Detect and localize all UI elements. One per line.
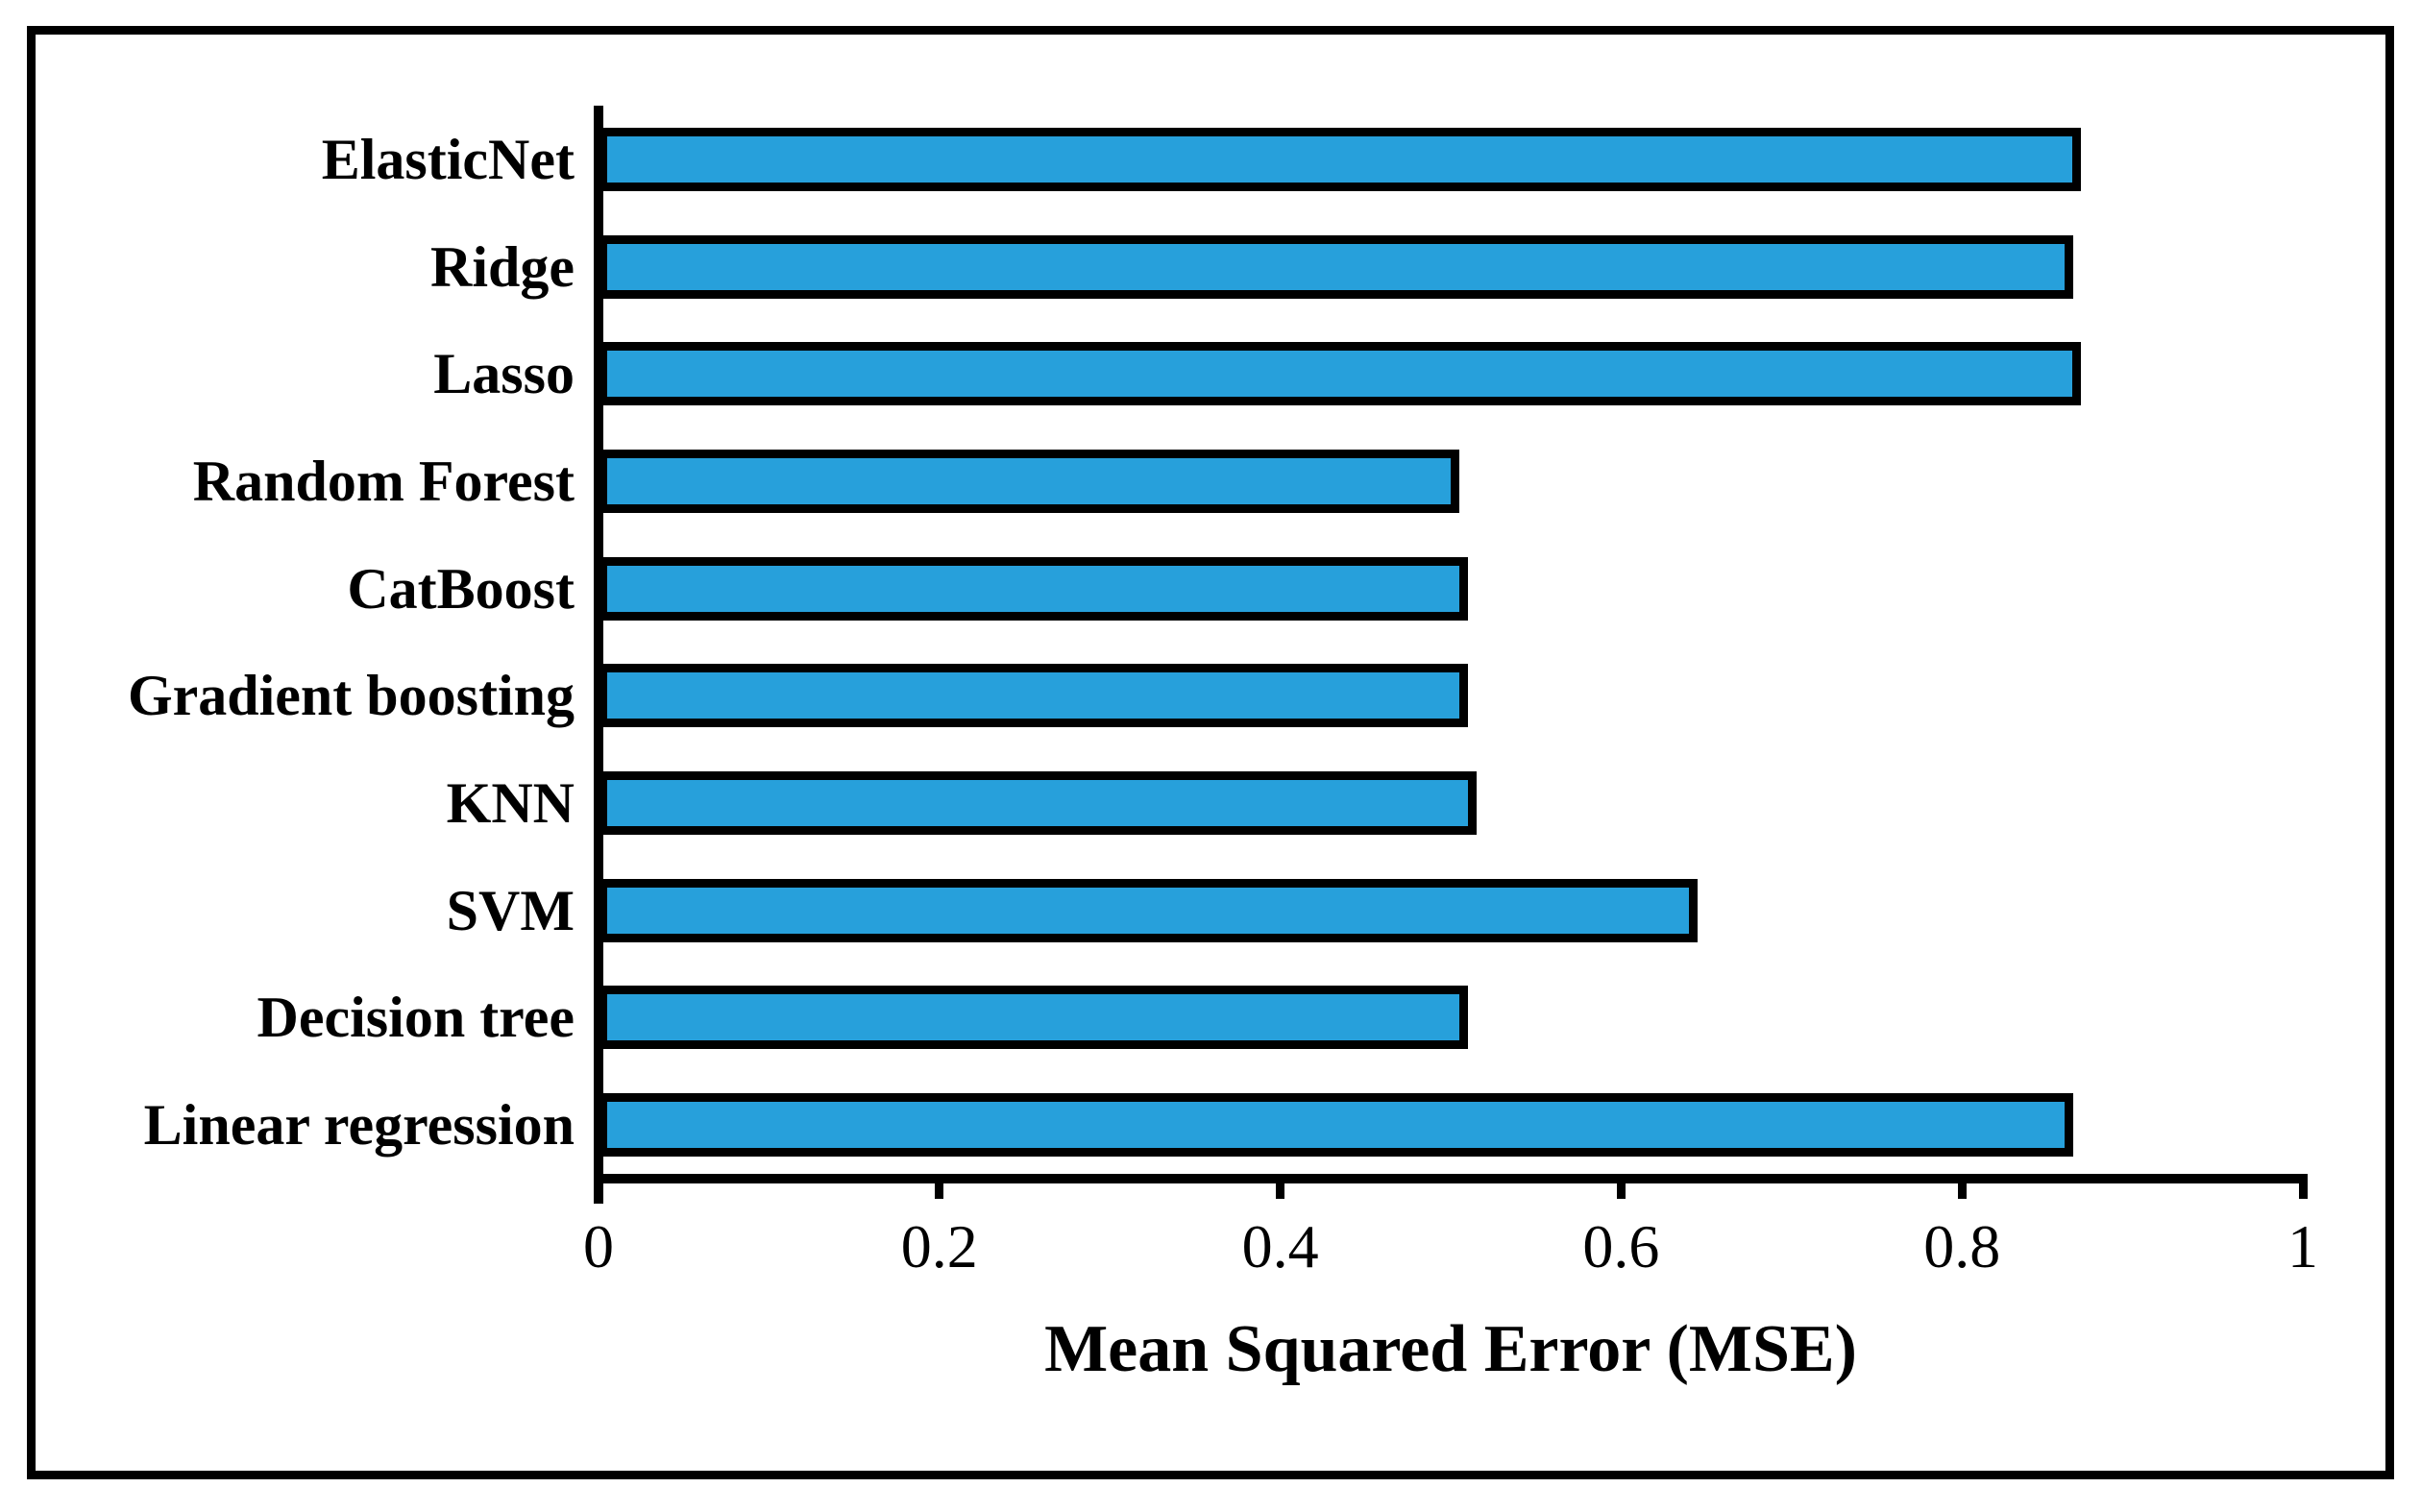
- x-tick-label: 0.2: [900, 1212, 978, 1280]
- x-axis-tick: [935, 1174, 944, 1199]
- category-label: Random Forest: [192, 449, 575, 513]
- category-label: KNN: [446, 771, 575, 836]
- x-tick-label: 0.4: [1241, 1212, 1319, 1280]
- bar: [599, 556, 1468, 621]
- y-axis-line: [594, 106, 603, 1204]
- category-label: Linear regression: [143, 1093, 575, 1158]
- bar: [599, 342, 2082, 406]
- x-axis-tick: [2298, 1174, 2308, 1199]
- bar: [599, 127, 2082, 191]
- category-label: CatBoost: [347, 556, 575, 621]
- bar: [599, 878, 1699, 942]
- category-label: Gradient boosting: [127, 664, 575, 728]
- category-label: ElasticNet: [321, 127, 575, 191]
- bar: [599, 664, 1468, 728]
- bar: [599, 771, 1477, 836]
- x-tick-label: 0.8: [1923, 1212, 2001, 1280]
- category-label: Lasso: [433, 342, 575, 406]
- x-tick-label: 0: [583, 1212, 614, 1280]
- category-label: Ridge: [430, 234, 575, 299]
- bar: [599, 986, 1468, 1050]
- x-axis-tick: [594, 1174, 603, 1199]
- category-label: Decision tree: [257, 986, 575, 1050]
- x-axis-tick: [1276, 1174, 1285, 1199]
- x-axis-tick: [1616, 1174, 1626, 1199]
- bar: [599, 234, 2073, 299]
- x-tick-label: 0.6: [1582, 1212, 1660, 1280]
- bar: [599, 449, 1459, 513]
- x-tick-label: 1: [2287, 1212, 2318, 1280]
- category-label: SVM: [446, 878, 575, 942]
- x-axis-line: [594, 1174, 2308, 1183]
- bar: [599, 1093, 2073, 1158]
- x-axis-tick: [1957, 1174, 1967, 1199]
- x-axis-title: Mean Squared Error (MSE): [1044, 1312, 1857, 1386]
